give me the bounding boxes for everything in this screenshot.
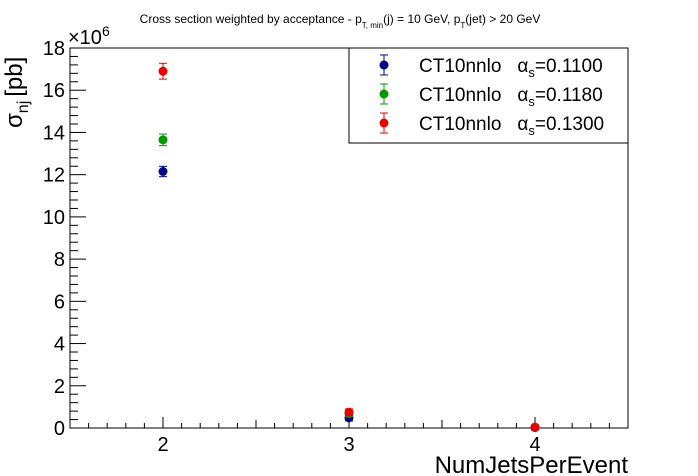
- data-point: [158, 135, 168, 145]
- data-point: [530, 422, 540, 432]
- data-point: [344, 407, 354, 417]
- y-tick-label: 10: [43, 207, 65, 229]
- legend: CT10nnlo αs=0.1100 CT10nnlo αs=0.1180 CT10nn…: [348, 47, 629, 144]
- x-tick-label: 3: [343, 434, 354, 456]
- y-tick-label: 0: [54, 418, 65, 440]
- y-tick-label: 4: [54, 334, 65, 356]
- y-exponent-label: ×106: [68, 23, 110, 49]
- legend-marker: [379, 60, 389, 70]
- y-tick-label: 2: [54, 376, 65, 398]
- axis-ticks: 0 2 4 6 8 10 12 14 16 18 2 3 4: [43, 38, 610, 456]
- data-points: [158, 62, 540, 433]
- y-tick-label: 14: [43, 122, 65, 144]
- legend-box: [348, 47, 629, 144]
- x-axis-title: NumJetsPerEvent: [435, 452, 629, 476]
- legend-marker: [379, 118, 389, 128]
- data-point: [158, 66, 168, 76]
- y-tick-label: 16: [43, 80, 65, 102]
- y-tick-label: 6: [54, 291, 65, 313]
- x-tick-label: 2: [157, 434, 168, 456]
- chart-title: Cross section weighted by acceptance - p…: [140, 12, 541, 30]
- y-tick-label: 8: [54, 249, 65, 271]
- legend-label: CT10nnlo αs=0.1100: [419, 56, 603, 80]
- legend-label: CT10nnlo αs=0.1180: [419, 85, 603, 109]
- y-axis-title: σnj[pb]: [1, 57, 32, 128]
- y-tick-label: 18: [43, 38, 65, 60]
- legend-label: CT10nnlo αs=0.1300: [419, 114, 604, 138]
- data-point: [158, 167, 168, 176]
- y-tick-label: 12: [43, 165, 65, 187]
- x-tick-label: 4: [529, 434, 540, 456]
- legend-marker: [379, 89, 389, 99]
